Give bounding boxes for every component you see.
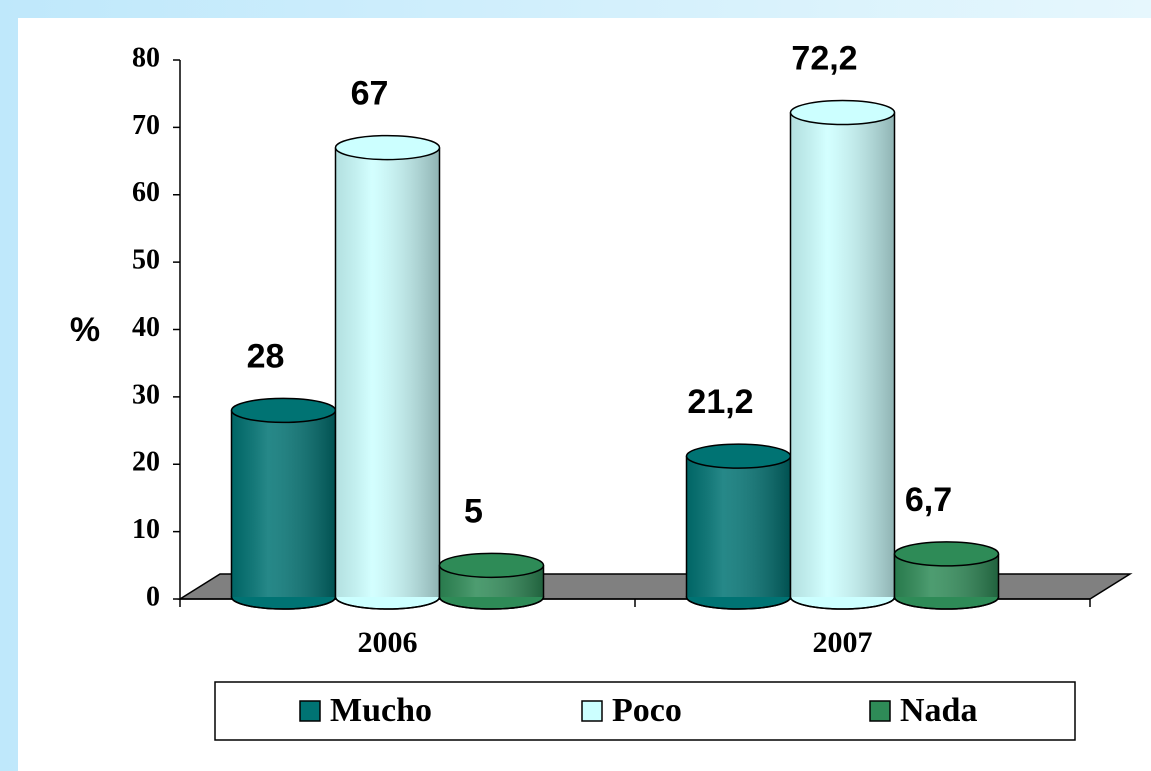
bar-shade [335,147,440,597]
value-label: 5 [464,492,483,530]
legend-swatch [869,700,891,722]
plot-background [18,18,1151,771]
bar-shade [231,410,336,597]
y-tick-label: 0 [146,581,160,612]
y-tick-label: 20 [132,447,160,478]
bar-outline [438,565,545,610]
legend-swatch [581,700,603,722]
x-tick-label: 2007 [813,626,873,659]
bar-top [893,541,1000,567]
value-label: 21,2 [687,383,753,421]
y-tick-label: 30 [132,379,160,410]
y-tick-label: 60 [132,177,160,208]
legend-label: Mucho [330,692,432,729]
bar-shade [790,112,895,598]
bar-shade [686,456,791,597]
y-tick-label: 50 [132,245,160,276]
bar-top [789,99,896,126]
bar-outline [893,553,1000,610]
bar-outline [334,147,441,610]
x-tick-label: 2006 [358,626,418,659]
value-label: 28 [247,337,285,375]
value-label: 6,7 [905,481,952,519]
y-tick-label: 40 [132,312,160,343]
bar-top [438,552,545,579]
y-axis-label: % [70,311,100,349]
legend [214,681,1076,741]
y-tick-label: 70 [132,110,160,141]
bar-top [334,134,441,161]
bar-top [230,397,337,424]
legend-label: Nada [900,692,977,729]
bar-outline [685,456,792,610]
bar-outline [230,410,337,610]
bar-top [685,443,792,469]
legend-label: Poco [612,692,682,729]
value-label: 72,2 [791,40,857,78]
y-tick-label: 10 [132,514,160,545]
bar-outline [789,112,896,610]
legend-swatch [299,700,321,722]
y-tick-label: 80 [132,42,160,73]
value-label: 67 [351,75,389,113]
